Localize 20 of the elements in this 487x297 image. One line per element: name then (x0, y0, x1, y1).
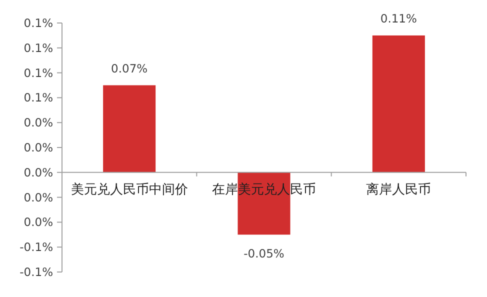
data-label: -0.05% (244, 246, 284, 261)
y-tick-label: 0.0% (24, 215, 54, 230)
y-tick-label: -0.1% (20, 240, 54, 254)
x-tick-label: 在岸美元兑人民币 (212, 181, 316, 198)
y-tick-label: 0.1% (24, 40, 54, 55)
y-tick-label: 0.1% (24, 90, 54, 105)
bar (103, 85, 156, 172)
y-tick-label: 0.0% (24, 165, 54, 180)
y-tick-label: 0.0% (24, 190, 54, 204)
data-label: 0.11% (380, 11, 417, 26)
y-tick-label: 0.1% (24, 16, 54, 30)
y-tick-label: 0.0% (24, 116, 54, 130)
x-tick-label: 离岸人民币 (366, 181, 432, 198)
y-tick-label: 0.0% (24, 140, 54, 154)
x-tick-label: 美元兑人民币中间价 (70, 181, 188, 198)
data-label: 0.07% (111, 61, 148, 76)
y-tick-label: 0.1% (24, 66, 54, 80)
bar (372, 35, 425, 172)
bar (238, 172, 290, 235)
y-tick-label: -0.1% (20, 265, 54, 279)
